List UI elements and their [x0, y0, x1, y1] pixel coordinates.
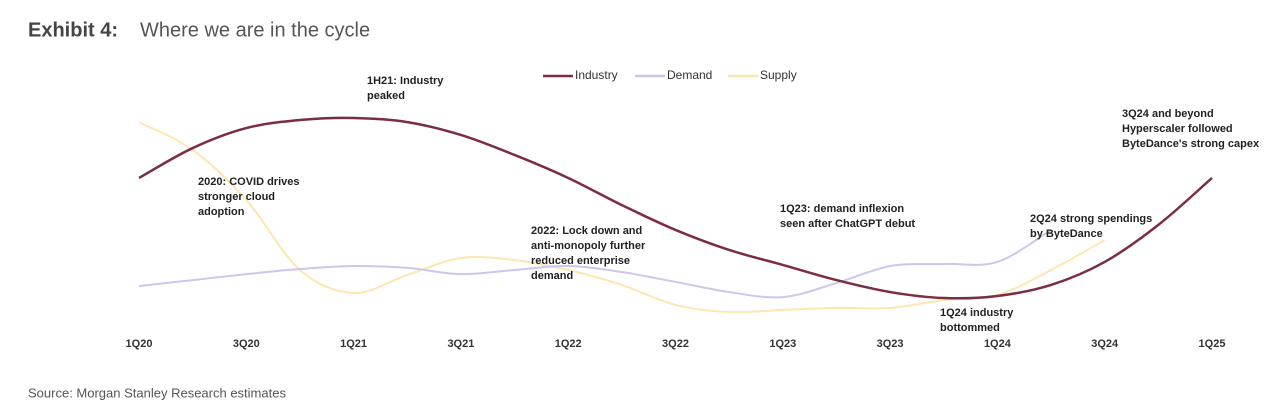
line-industry [138, 116, 1213, 300]
x-tick-label: 3Q21 [447, 338, 474, 350]
annotation: 1Q24 industry [940, 307, 1014, 319]
annotation: stronger cloud [198, 191, 275, 203]
x-tick-label: 3Q22 [662, 338, 689, 350]
annotation: 2Q24 strong spendings [1030, 213, 1152, 225]
annotation: peaked [367, 90, 405, 102]
annotation: anti-monopoly further [531, 240, 646, 252]
x-tick-label: 1Q25 [1199, 338, 1226, 350]
x-tick-label: 1Q20 [126, 338, 153, 350]
line-supply [138, 121, 1106, 314]
annotation: bottommed [940, 322, 1000, 334]
x-tick-label: 1Q21 [340, 338, 367, 350]
legend-label: Supply [760, 68, 797, 82]
annotation: 2020: COVID drives [198, 176, 300, 188]
x-tick-label: 3Q23 [877, 338, 904, 350]
legend-label: Industry [575, 68, 618, 82]
x-tick-label: 1Q24 [984, 338, 1012, 350]
exhibit-label: Exhibit 4: [28, 19, 118, 41]
annotation: 1H21: Industry [367, 75, 444, 87]
line-demand [138, 229, 1052, 299]
source: Source: Morgan Stanley Research estimate… [28, 385, 286, 400]
x-tick-label: 3Q20 [233, 338, 260, 350]
annotation: by ByteDance [1030, 228, 1103, 240]
x-tick-label: 3Q24 [1091, 338, 1119, 350]
annotation: 1Q23: demand inflexion [780, 203, 904, 215]
annotation: Hyperscaler followed [1122, 123, 1233, 135]
annotation: reduced enterprise [531, 255, 630, 267]
chart-title: Where we are in the cycle [140, 19, 370, 41]
legend-label: Demand [667, 68, 712, 82]
x-tick-label: 1Q22 [555, 338, 582, 350]
annotation: demand [531, 270, 573, 282]
annotation: 3Q24 and beyond [1122, 108, 1214, 120]
x-tick-label: 1Q23 [769, 338, 796, 350]
annotation: ByteDance's strong capex [1122, 138, 1260, 150]
annotation: seen after ChatGPT debut [780, 218, 915, 230]
annotation: 2022: Lock down and [531, 225, 642, 237]
annotation: adoption [198, 206, 245, 218]
